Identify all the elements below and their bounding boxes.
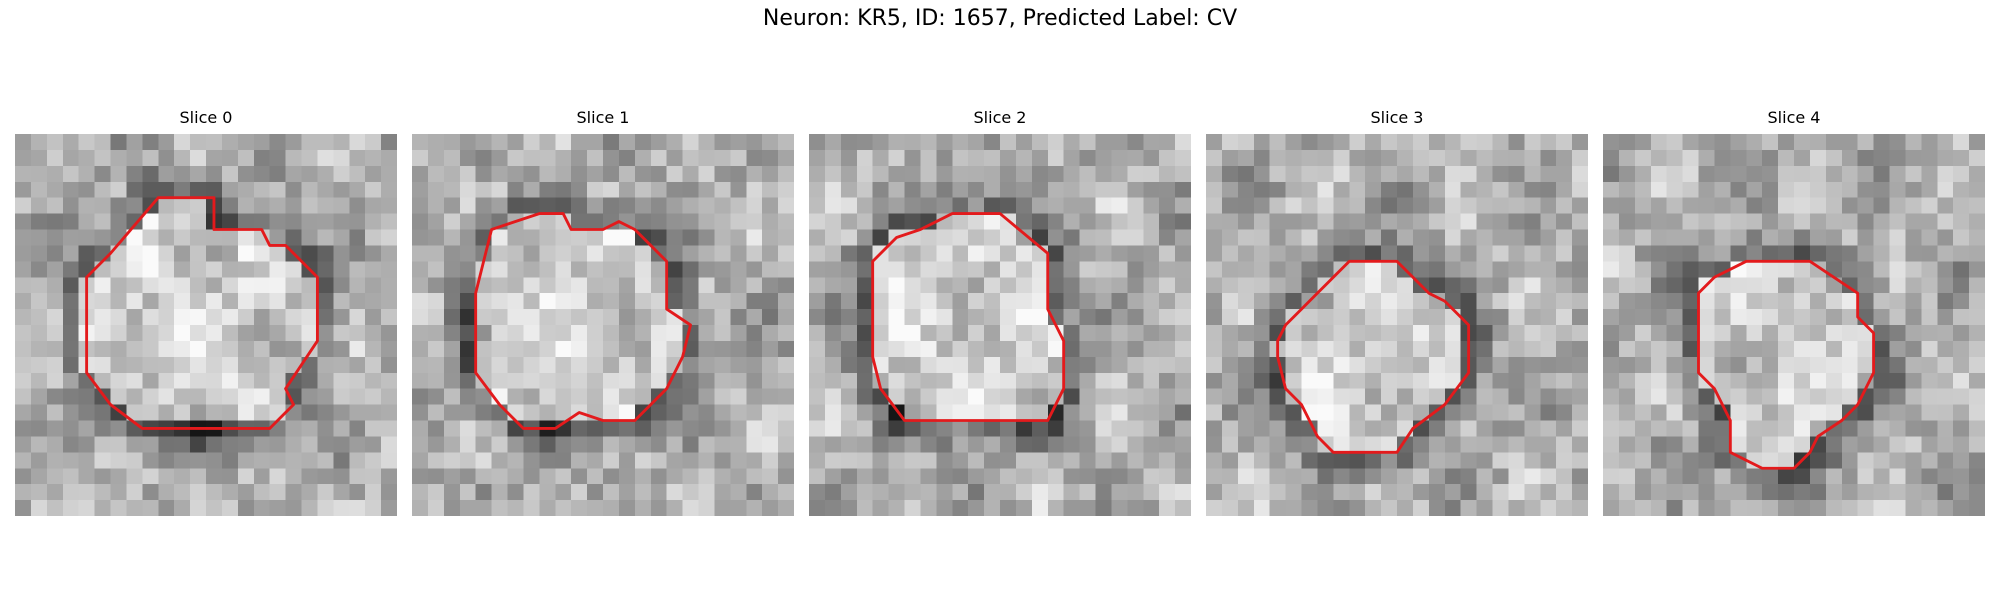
slice-title-1: Slice 1 (576, 108, 630, 127)
cell-outline-4 (1697, 259, 1876, 470)
slice-title-4: Slice 4 (1767, 108, 1821, 127)
cell-outline-2 (871, 212, 1066, 422)
slice-image-3 (1206, 134, 1588, 516)
slice-micrograph-4 (1603, 134, 1985, 516)
cell-outline-1 (474, 212, 692, 430)
slice-image-2 (809, 134, 1191, 516)
slice-image-4 (1603, 134, 1985, 516)
slice-panel-4: Slice 4 (1603, 108, 1985, 518)
cell-outline-3 (1276, 259, 1471, 454)
slice-panel-3: Slice 3 (1206, 108, 1588, 518)
slice-title-0: Slice 0 (179, 108, 233, 127)
slice-title-3: Slice 3 (1370, 108, 1424, 127)
slice-panels: Slice 0 Slice 1 Slice 2 Slice 3 (15, 108, 1985, 518)
slice-image-1 (412, 134, 794, 516)
cell-outline-0 (85, 196, 319, 430)
slice-title-2: Slice 2 (973, 108, 1027, 127)
slice-panel-0: Slice 0 (15, 108, 397, 518)
slice-panel-1: Slice 1 (412, 108, 794, 518)
slice-panel-2: Slice 2 (809, 108, 1191, 518)
slice-image-0 (15, 134, 397, 516)
figure-title: Neuron: KR5, ID: 1657, Predicted Label: … (762, 6, 1238, 31)
